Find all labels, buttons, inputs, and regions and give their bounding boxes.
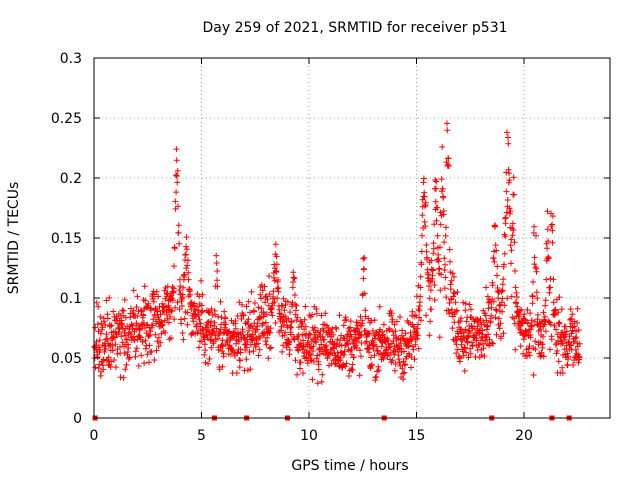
y-tick-label: 0.3 — [60, 51, 82, 67]
y-tick-label: 0 — [73, 411, 82, 427]
x-tick-label: 15 — [408, 428, 426, 444]
scatter-point — [91, 120, 583, 387]
x-tick-label: 20 — [515, 428, 533, 444]
y-axis-ticks: 0 0.05 0.1 0.15 0.2 0.25 0.3 — [51, 51, 610, 427]
x-axis-label: GPS time / hours — [291, 458, 408, 474]
y-tick-label: 0.25 — [51, 111, 82, 127]
y-tick-label: 0.05 — [51, 351, 82, 367]
y-axis-label: SRMTID / TECUs — [6, 182, 22, 295]
y-tick-label: 0.2 — [60, 171, 82, 187]
chart-title: Day 259 of 2021, SRMTID for receiver p53… — [202, 20, 507, 36]
x-axis-ticks: 0 5 10 15 20 — [90, 58, 533, 444]
grid-lines — [94, 58, 610, 418]
data-points — [91, 120, 583, 387]
x-tick-label: 5 — [197, 428, 206, 444]
y-tick-label: 0.1 — [60, 291, 82, 307]
y-tick-label: 0.15 — [51, 231, 82, 247]
x-tick-label: 0 — [90, 428, 99, 444]
x-tick-label: 10 — [300, 428, 318, 444]
